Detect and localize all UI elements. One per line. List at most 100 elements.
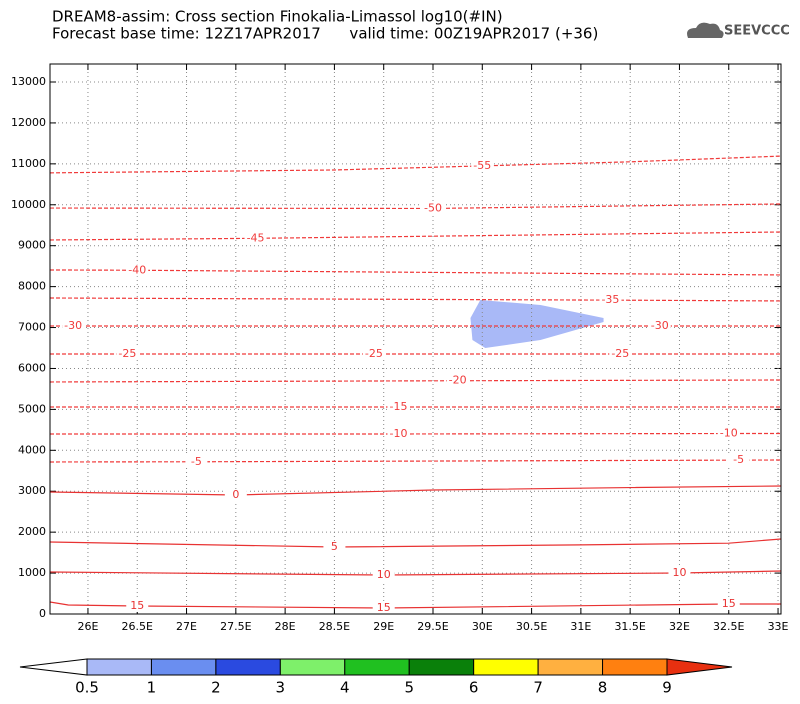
y-tick-label: 10000 (11, 198, 46, 211)
x-tick-label: 31.5E (614, 620, 645, 633)
contour-line (49, 538, 782, 548)
contour-label: 15 (377, 601, 391, 614)
colorbar-box (344, 658, 410, 676)
contour-label: 10 (377, 568, 391, 581)
contour-label: -55 (473, 159, 491, 172)
contour-label-bg (126, 600, 149, 613)
y-tick-label: 2000 (18, 525, 46, 538)
contour-label: -50 (424, 201, 442, 214)
contour-label-bg (387, 401, 410, 414)
contour-label: 15 (722, 597, 736, 610)
contour-line (49, 485, 782, 496)
colorbar-label: 3 (276, 679, 286, 697)
colorbar-box (279, 658, 346, 676)
contour-label: -20 (449, 374, 467, 387)
contour-line (49, 269, 782, 276)
contour-line (49, 155, 782, 174)
y-tick-label: 6000 (18, 361, 46, 374)
colorbar-box (215, 658, 281, 676)
shaded-region (470, 299, 604, 349)
contour-line (49, 231, 782, 241)
colorbar-label: 5 (404, 679, 414, 697)
colorbar-label: 9 (662, 679, 672, 697)
contour-label: 15 (130, 599, 144, 612)
contour-label-bg (224, 488, 247, 501)
contour-label: -30 (64, 319, 82, 332)
contour-label-bg (362, 347, 385, 360)
colorbar-box (150, 658, 217, 676)
contour-label: 5 (331, 540, 338, 553)
logo: SEEVCCC (687, 22, 790, 39)
y-tick-label: 1000 (18, 566, 46, 579)
contour-line (49, 601, 781, 609)
contour-label-bg (717, 598, 740, 611)
y-tick-label: 9000 (18, 239, 46, 252)
x-tick-label: 31E (570, 620, 591, 633)
contour-line (49, 459, 782, 463)
chart-subtitle: Forecast base time: 12Z17APR2017 valid t… (52, 25, 598, 43)
x-tick-label: 32E (669, 620, 690, 633)
y-tick-label: 12000 (11, 116, 46, 129)
x-tick-label: 28.5E (319, 620, 350, 633)
colorbar-box (86, 658, 152, 676)
contour-label-bg (372, 569, 395, 582)
x-tick-label: 27E (176, 620, 197, 633)
contour-label-bg (62, 319, 85, 332)
y-tick-label: 8000 (18, 280, 46, 293)
plot-frame (49, 63, 782, 615)
colorbar-arrow (19, 658, 88, 676)
contour-label-bg (648, 319, 671, 332)
colorbar-label: 6 (469, 679, 479, 697)
colorbar-label: 8 (598, 679, 608, 697)
contour-label: -45 (247, 231, 265, 244)
y-tick-label: 7000 (18, 321, 46, 334)
y-tick-label: 4000 (18, 443, 46, 456)
x-tick-label: 27.5E (220, 620, 251, 633)
contour-label-bg (126, 264, 149, 277)
y-tick-label: 5000 (18, 402, 46, 415)
contour-label-bg (116, 347, 139, 360)
contour-label: -5 (733, 453, 744, 466)
contour-line (49, 570, 782, 576)
contour-label-bg (244, 232, 267, 245)
x-tick-label: 26.5E (122, 620, 153, 633)
logo-text: SEEVCCC (724, 24, 790, 39)
x-tick-label: 30.5E (516, 620, 547, 633)
contour-label: -25 (611, 347, 629, 360)
x-tick-label: 26E (77, 620, 98, 633)
contour-label: -40 (128, 263, 146, 276)
x-tick-label: 29E (373, 620, 394, 633)
y-tick-label: 13000 (11, 75, 46, 88)
contour-label: -25 (365, 347, 383, 360)
contour-label-bg (421, 202, 444, 215)
contour-label-bg (599, 294, 622, 307)
contour-label-bg (323, 541, 346, 554)
colorbar-box (473, 658, 539, 676)
contour-line (49, 203, 782, 210)
contour-label: -15 (390, 400, 408, 413)
chart-title: DREAM8-assim: Cross section Finokalia-Li… (52, 8, 503, 26)
x-tick-label: 30E (472, 620, 493, 633)
contour-line (49, 379, 782, 383)
contour-line (49, 297, 782, 302)
contour-label-bg (387, 427, 410, 440)
colorbar-label: 4 (340, 679, 350, 697)
contour-label-bg (185, 455, 208, 468)
x-tick-label: 29.5E (417, 620, 448, 633)
colorbar-label: 2 (211, 679, 221, 697)
contour-label: -10 (390, 427, 408, 440)
contour-label-bg (727, 454, 750, 467)
contour-label-bg (446, 374, 469, 387)
y-tick-label: 11000 (11, 157, 46, 170)
colorbar-box (602, 658, 668, 676)
colorbar-box (537, 658, 604, 676)
contour-label: -35 (601, 293, 619, 306)
colorbar-arrow (666, 658, 733, 676)
x-tick-label: 33E (768, 620, 789, 633)
logo-cloud (687, 22, 724, 38)
contour-label-bg (471, 159, 494, 172)
colorbar-label: 1 (147, 679, 157, 697)
colorbar-box (408, 658, 475, 676)
contour-label-bg (372, 601, 395, 614)
